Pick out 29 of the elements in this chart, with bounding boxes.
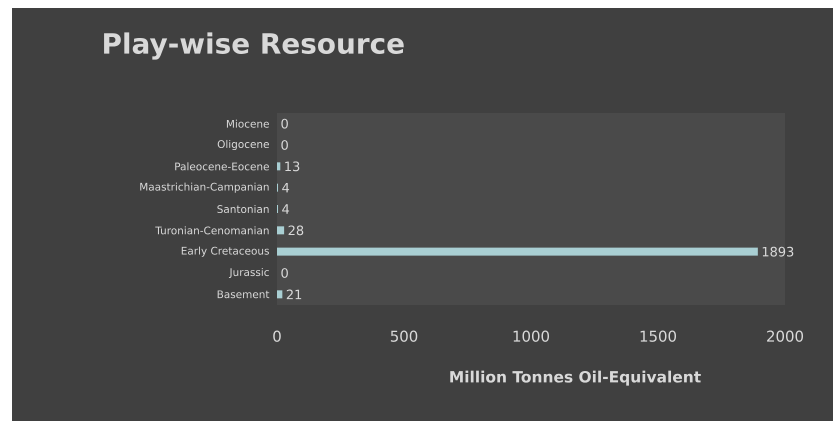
x-tick-label: 1500 (640, 330, 676, 342)
data-label: 0 (281, 268, 288, 278)
bar (277, 248, 758, 256)
data-label: 21 (286, 290, 302, 300)
x-tick-label: 500 (390, 330, 418, 342)
data-label: 1893 (762, 246, 794, 257)
bar (277, 226, 284, 234)
x-axis-title: Million Tonnes Oil-Equivalent (450, 370, 701, 386)
data-label: 4 (282, 182, 290, 192)
data-label: 0 (281, 118, 288, 129)
y-tick-label: Santonian (217, 204, 269, 214)
y-tick-label: Jurassic (228, 268, 269, 278)
x-tick-label: 0 (273, 330, 281, 342)
y-tick-label: Turonian-Cenomanian (155, 226, 269, 234)
y-tick-label: Paleocene-Eocene (175, 162, 269, 170)
data-label: 0 (281, 140, 288, 150)
bar (277, 162, 280, 170)
y-tick-label: Basement (218, 290, 270, 298)
chart-title: Play-wise Resource (104, 32, 404, 60)
x-tick-label: 2000 (767, 330, 804, 342)
y-tick-label: Oligocene (218, 140, 269, 150)
data-label: 4 (282, 204, 290, 214)
y-tick-label: Maastrichian-Campanian (140, 182, 269, 193)
y-tick-label: Miocene (226, 120, 269, 128)
y-tick-label: Early Cretaceous (182, 246, 269, 257)
data-label: 13 (285, 161, 300, 172)
data-label: 28 (288, 225, 304, 236)
x-tick-label: 1000 (514, 330, 550, 342)
bar (277, 290, 282, 298)
